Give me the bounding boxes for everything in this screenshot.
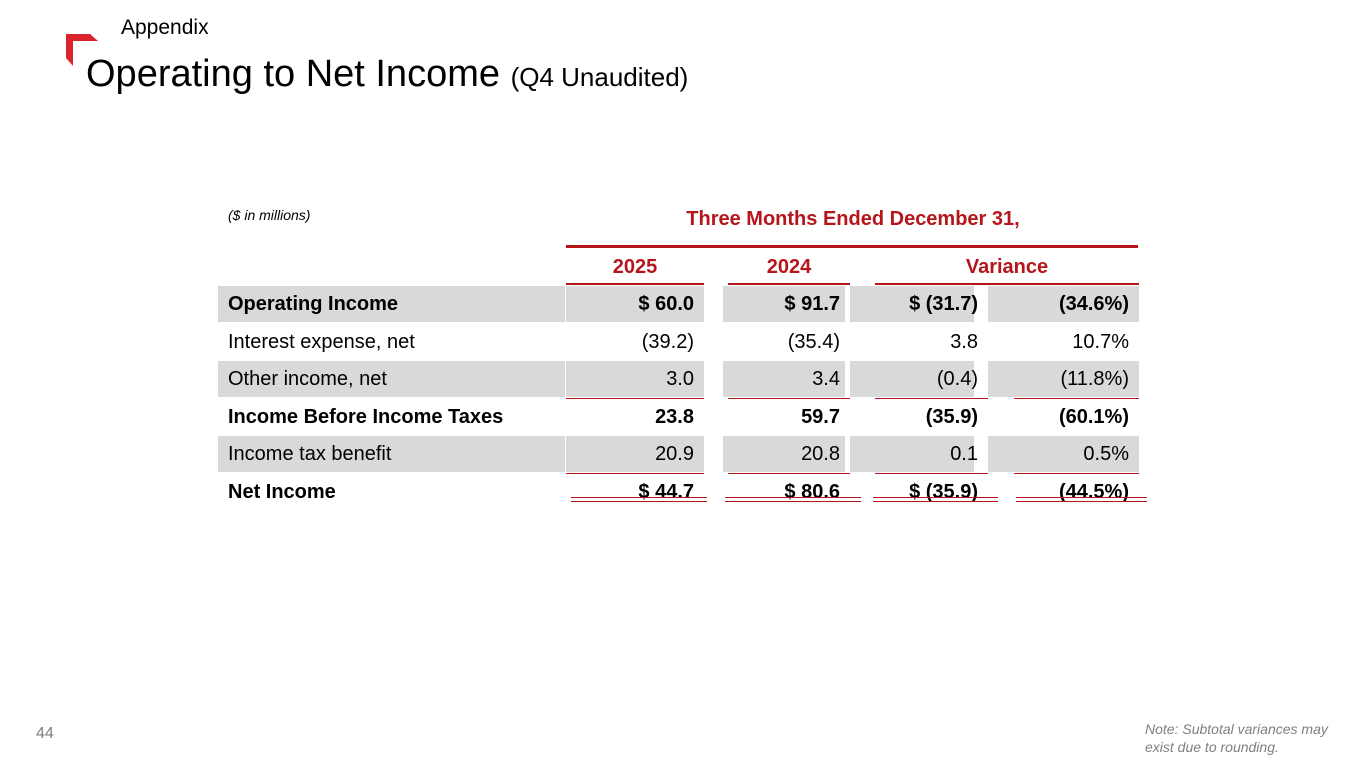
page-number: 44 xyxy=(36,725,54,742)
table-row: Net Income $ 44.7 $ 80.6 $ (35.9) (44.5%) xyxy=(218,474,1139,510)
period-header: Three Months Ended December 31, xyxy=(686,208,1020,230)
row-value: $ 91.7 xyxy=(784,293,840,315)
row-shade xyxy=(988,286,1139,322)
column-header-2024: 2024 xyxy=(766,256,812,278)
row-value: 3.8 xyxy=(950,330,978,353)
units-note: ($ in millions) xyxy=(228,207,311,223)
total-double-rule xyxy=(873,497,998,498)
row-shade xyxy=(723,286,845,322)
row-value: 0.5% xyxy=(1083,443,1129,465)
row-value: $ (35.9) xyxy=(909,480,978,503)
subtotal-rule xyxy=(728,397,850,399)
row-shade xyxy=(988,436,1139,472)
rounding-note: Note: Subtotal variances may exist due t… xyxy=(1145,721,1328,755)
total-double-rule xyxy=(1016,497,1147,498)
row-value: 0.1 xyxy=(950,443,978,465)
subtotal-rule xyxy=(1014,472,1139,474)
table-row: Income Before Income Taxes 23.8 59.7 (35.9)… xyxy=(218,399,1139,435)
column-rule-2025 xyxy=(566,283,704,285)
row-value: $ 60.0 xyxy=(638,293,694,315)
row-shade xyxy=(723,436,845,472)
row-label: Income tax benefit xyxy=(228,443,392,465)
total-double-rule xyxy=(725,497,861,498)
row-value: 20.8 xyxy=(801,443,840,465)
row-shade xyxy=(218,436,565,472)
row-value: (35.9) xyxy=(925,405,978,428)
page-title-main: Operating to Net Income xyxy=(86,53,500,95)
row-value: $ 80.6 xyxy=(784,480,840,503)
row-shade xyxy=(850,286,974,322)
row-value: 59.7 xyxy=(801,405,840,428)
row-value: 3.4 xyxy=(812,368,840,390)
column-header-variance: Variance xyxy=(965,256,1049,278)
total-double-rule xyxy=(725,501,861,502)
section-label: Appendix xyxy=(121,16,209,39)
subtotal-rule xyxy=(875,397,988,399)
row-value: 20.9 xyxy=(655,443,694,465)
row-shade xyxy=(988,361,1139,397)
subtotal-rule xyxy=(566,472,704,474)
subtotal-rule xyxy=(875,472,988,474)
row-label: Net Income xyxy=(228,480,336,503)
column-rule-variance xyxy=(875,283,1139,285)
row-value: (44.5%) xyxy=(1058,480,1129,503)
page-subtitle: (Q4 Unaudited) xyxy=(510,62,689,92)
total-double-rule xyxy=(571,501,707,502)
period-header-rule xyxy=(566,245,1138,248)
total-double-rule xyxy=(571,497,707,498)
row-value: (34.6%) xyxy=(1058,293,1129,315)
row-shade xyxy=(723,361,845,397)
row-value: (60.1%) xyxy=(1058,405,1129,428)
subtotal-rule xyxy=(1014,397,1139,399)
brand-logo-icon xyxy=(66,34,98,66)
table-row: Other income, net 3.0 3.4 (0.4) (11.8%) xyxy=(218,361,1139,397)
row-shade xyxy=(850,436,974,472)
row-value: $ (31.7) xyxy=(909,293,978,315)
subtotal-rule xyxy=(566,397,704,399)
row-label: Operating Income xyxy=(228,293,399,315)
row-value: (39.2) xyxy=(641,330,694,353)
row-label: Interest expense, net xyxy=(228,330,415,353)
page-title: Operating to Net Income (Q4 Unaudited) xyxy=(86,50,688,101)
row-value: (0.4) xyxy=(936,368,978,390)
row-label: Income Before Income Taxes xyxy=(228,405,504,428)
column-rule-2024 xyxy=(728,283,850,285)
row-value: $ 44.7 xyxy=(638,480,694,503)
table-row: Income tax benefit 20.9 20.8 0.1 0.5% xyxy=(218,436,1139,472)
row-value: (35.4) xyxy=(787,330,840,353)
subtotal-rule xyxy=(728,472,850,474)
row-value: 3.0 xyxy=(666,368,694,390)
row-shade xyxy=(850,361,974,397)
table-row: Operating Income $ 60.0 $ 91.7 $ (31.7) (34.… xyxy=(218,286,1139,322)
table-row: Interest expense, net (39.2) (35.4) 3.8 10.7… xyxy=(218,324,1139,360)
total-double-rule xyxy=(873,501,998,502)
row-value: 23.8 xyxy=(655,405,694,428)
row-shade xyxy=(566,436,704,472)
total-double-rule xyxy=(1016,501,1147,502)
row-shade xyxy=(218,286,565,322)
row-label: Other income, net xyxy=(228,368,387,390)
row-value: (11.8%) xyxy=(1060,368,1129,390)
row-value: 10.7% xyxy=(1072,330,1129,353)
row-shade xyxy=(566,286,704,322)
row-shade xyxy=(566,361,704,397)
row-shade xyxy=(218,361,565,397)
column-header-2025: 2025 xyxy=(612,256,658,278)
